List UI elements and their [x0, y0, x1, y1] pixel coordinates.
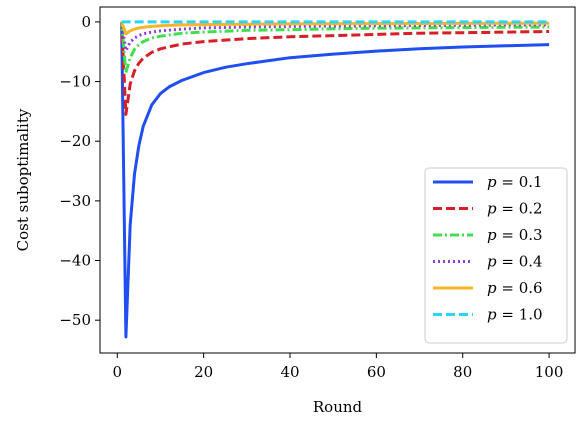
legend-label-3: p = 0.3 [487, 226, 543, 244]
series-line-2 [122, 22, 549, 115]
y-tick-label: −40 [59, 252, 91, 270]
x-axis-label: Round [313, 398, 363, 416]
legend-label-2: p = 0.2 [487, 200, 543, 218]
x-tick-label: 0 [112, 363, 122, 381]
y-tick-label: −50 [59, 311, 91, 329]
x-tick-label: 40 [280, 363, 299, 381]
x-tick-label: 20 [194, 363, 213, 381]
y-axis-label: Cost suboptimality [14, 108, 32, 251]
legend-label-1: p = 0.1 [487, 173, 543, 191]
legend: p = 0.1 p = 0.2 p = 0.3 p = 0.4 p = 0.6 p = 1… [425, 168, 567, 343]
x-tick-label: 80 [453, 363, 472, 381]
legend-label-5: p = 0.6 [487, 279, 543, 297]
x-tick-label: 100 [535, 363, 564, 381]
x-tick-label: 60 [367, 363, 386, 381]
y-tick-label: −30 [59, 192, 91, 210]
y-tick-label: −20 [59, 132, 91, 150]
y-tick-label: 0 [81, 13, 91, 31]
legend-label-4: p = 0.4 [487, 253, 543, 271]
legend-label-6: p = 1.0 [487, 306, 543, 324]
y-tick-label: −10 [59, 73, 91, 91]
